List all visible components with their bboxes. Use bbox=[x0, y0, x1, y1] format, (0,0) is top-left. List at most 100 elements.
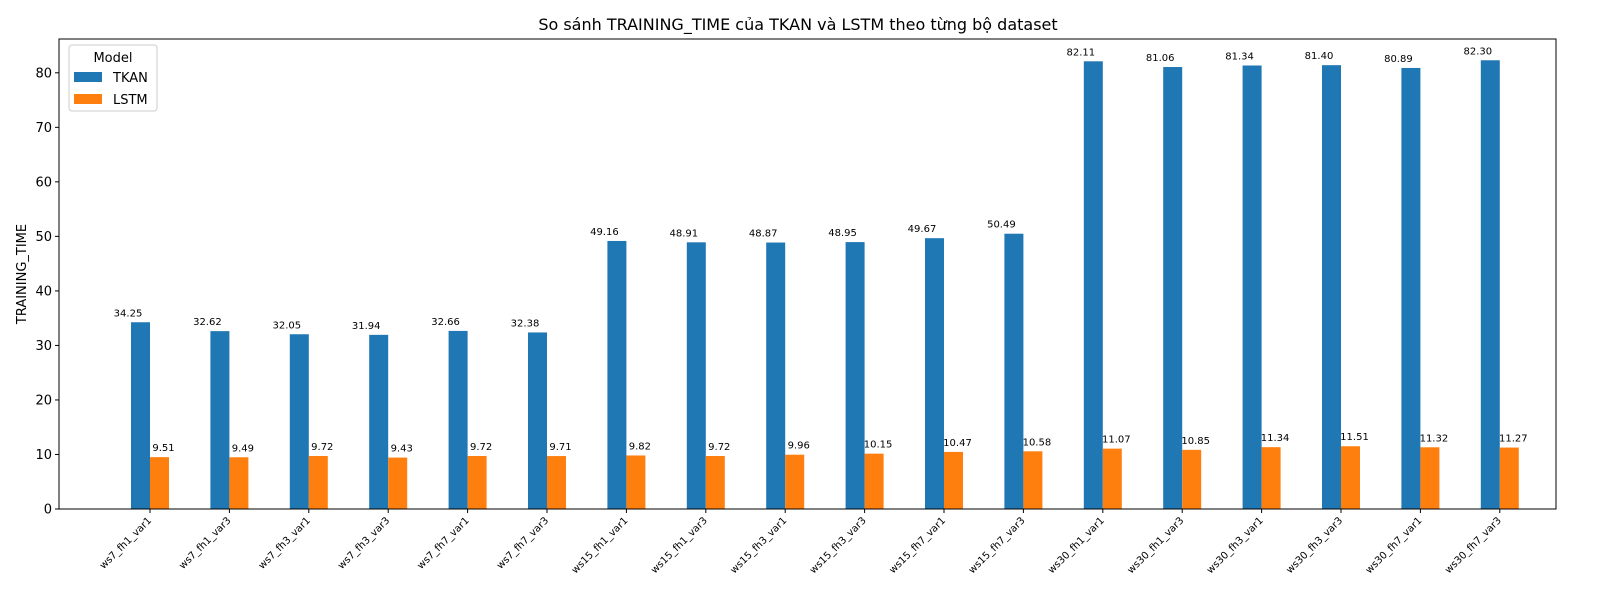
bar-lstm-ws15_fh7_var1 bbox=[944, 451, 963, 509]
data-label-tkan-ws15_fh7_var3: 50.49 bbox=[987, 220, 1016, 231]
data-label-tkan-ws15_fh3_var3: 48.95 bbox=[828, 228, 857, 239]
data-label-tkan-ws7_fh3_var3: 31.94 bbox=[352, 321, 381, 332]
bar-tkan-ws15_fh7_var1 bbox=[925, 238, 944, 509]
data-label-tkan-ws7_fh3_var1: 32.05 bbox=[272, 320, 301, 331]
data-label-lstm-ws15_fh3_var3: 10.15 bbox=[864, 440, 893, 451]
data-label-lstm-ws30_fh7_var3: 11.27 bbox=[1499, 434, 1528, 445]
data-label-tkan-ws30_fh7_var1: 80.89 bbox=[1384, 54, 1413, 65]
bar-tkan-ws7_fh1_var1 bbox=[131, 322, 150, 509]
x-tick-label-ws15_fh7_var3: ws15_fh7_var3 bbox=[967, 515, 1028, 576]
x-tick-label-ws7_fh3_var3: ws7_fh3_var3 bbox=[336, 515, 392, 571]
x-tick-label-ws30_fh7_var1: ws30_fh7_var1 bbox=[1364, 515, 1425, 576]
y-tick-label-10: 10 bbox=[35, 448, 52, 463]
bar-tkan-ws30_fh1_var3 bbox=[1163, 67, 1183, 509]
bar-tkan-ws30_fh3_var3 bbox=[1322, 65, 1341, 510]
x-tick-label-ws15_fh1_var1: ws15_fh1_var1 bbox=[570, 515, 631, 576]
data-label-tkan-ws7_fh7_var3: 32.38 bbox=[511, 318, 540, 329]
y-tick-label-0: 0 bbox=[44, 503, 52, 518]
bar-tkan-ws15_fh7_var3 bbox=[1004, 233, 1024, 509]
bar-lstm-ws30_fh3_var1 bbox=[1261, 447, 1281, 509]
y-axis-label: TRAINING_TIME bbox=[15, 224, 30, 325]
x-axis: ws7_fh1_var1 ws7_fh1_var3 ws7_fh3_var1 ws7_… bbox=[98, 509, 1504, 576]
x-tick-label-ws15_fh1_var3: ws15_fh1_var3 bbox=[649, 515, 710, 576]
data-label-tkan-ws30_fh1_var3: 81.06 bbox=[1146, 53, 1175, 64]
data-label-lstm-ws15_fh7_var3: 10.58 bbox=[1023, 437, 1052, 448]
bar-tkan-ws7_fh7_var1 bbox=[448, 330, 468, 509]
data-label-lstm-ws7_fh3_var1: 9.72 bbox=[311, 442, 333, 453]
bar-lstm-ws7_fh7_var1 bbox=[467, 456, 487, 509]
y-tick-label-70: 70 bbox=[35, 121, 52, 136]
x-tick-label-ws30_fh1_var1: ws30_fh1_var1 bbox=[1046, 515, 1107, 576]
chart-title: So sánh TRAINING_TIME của TKAN và LSTM t… bbox=[538, 15, 1057, 35]
bar-lstm-ws7_fh3_var1 bbox=[308, 456, 328, 509]
data-label-lstm-ws15_fh3_var1: 9.96 bbox=[788, 441, 810, 452]
x-tick-label-ws15_fh7_var1: ws15_fh7_var1 bbox=[887, 515, 948, 576]
bar-lstm-ws7_fh1_var1 bbox=[150, 457, 169, 509]
bar-lstm-ws15_fh3_var3 bbox=[864, 453, 884, 509]
y-tick-label-20: 20 bbox=[35, 393, 52, 408]
x-tick-label-ws15_fh3_var1: ws15_fh3_var1 bbox=[729, 515, 790, 576]
bar-tkan-ws15_fh3_var1 bbox=[766, 242, 786, 510]
x-tick-label-ws30_fh1_var3: ws30_fh1_var3 bbox=[1126, 515, 1187, 576]
bar-lstm-ws15_fh1_var3 bbox=[705, 456, 725, 509]
x-tick-label-ws7_fh7_var1: ws7_fh7_var1 bbox=[416, 515, 472, 571]
bar-tkan-ws15_fh3_var3 bbox=[845, 242, 865, 509]
data-label-tkan-ws30_fh7_var3: 82.30 bbox=[1463, 46, 1492, 57]
bar-tkan-ws30_fh7_var3 bbox=[1480, 60, 1500, 509]
data-label-lstm-ws30_fh3_var1: 11.34 bbox=[1261, 433, 1290, 444]
bar-lstm-ws30_fh3_var3 bbox=[1341, 446, 1360, 509]
data-label-tkan-ws7_fh1_var3: 32.62 bbox=[193, 317, 222, 328]
x-tick-label-ws7_fh1_var3: ws7_fh1_var3 bbox=[177, 515, 233, 571]
data-label-lstm-ws7_fh1_var3: 9.49 bbox=[232, 443, 254, 454]
x-tick-label-ws30_fh3_var3: ws30_fh3_var3 bbox=[1284, 515, 1345, 576]
bar-tkan-ws7_fh3_var1 bbox=[289, 334, 309, 509]
data-label-tkan-ws7_fh1_var1: 34.25 bbox=[114, 308, 143, 319]
x-tick-label-ws30_fh3_var1: ws30_fh3_var1 bbox=[1205, 515, 1266, 576]
y-axis: 0 10 20 30 40 50 60 70 80 bbox=[35, 66, 59, 518]
bar-tkan-ws30_fh1_var1 bbox=[1083, 61, 1103, 510]
bar-tkan-ws7_fh1_var3 bbox=[210, 331, 230, 509]
x-tick-label-ws15_fh3_var3: ws15_fh3_var3 bbox=[808, 515, 869, 576]
data-label-lstm-ws30_fh1_var1: 11.07 bbox=[1102, 435, 1131, 446]
bar-lstm-ws30_fh7_var1 bbox=[1420, 447, 1440, 509]
data-label-tkan-ws15_fh1_var3: 48.91 bbox=[669, 228, 698, 239]
bar-tkan-ws30_fh7_var1 bbox=[1401, 67, 1421, 509]
data-label-lstm-ws7_fh7_var1: 9.72 bbox=[470, 442, 492, 453]
data-label-tkan-ws15_fh3_var1: 48.87 bbox=[749, 229, 778, 240]
data-labels-layer: 34.25 9.51 32.62 9.49 32.05 9.72 31.94 9.43 32.6… bbox=[114, 46, 1528, 454]
y-tick-label-50: 50 bbox=[35, 230, 52, 245]
bar-tkan-ws7_fh3_var3 bbox=[369, 334, 389, 509]
data-label-lstm-ws7_fh3_var3: 9.43 bbox=[391, 444, 413, 455]
data-label-tkan-ws15_fh7_var1: 49.67 bbox=[908, 224, 937, 235]
data-label-lstm-ws7_fh7_var3: 9.71 bbox=[549, 442, 571, 453]
x-tick-label-ws7_fh1_var1: ws7_fh1_var1 bbox=[98, 515, 154, 571]
data-label-tkan-ws30_fh3_var3: 81.40 bbox=[1305, 51, 1334, 62]
bar-lstm-ws30_fh1_var3 bbox=[1182, 449, 1202, 509]
y-tick-label-60: 60 bbox=[35, 175, 52, 190]
legend-label-lstm: LSTM bbox=[113, 93, 148, 108]
data-label-lstm-ws30_fh1_var3: 10.85 bbox=[1181, 436, 1210, 447]
data-label-tkan-ws30_fh3_var1: 81.34 bbox=[1225, 52, 1254, 63]
bar-tkan-ws15_fh1_var3 bbox=[686, 242, 706, 509]
bar-lstm-ws7_fh7_var3 bbox=[547, 456, 566, 509]
data-label-lstm-ws7_fh1_var1: 9.51 bbox=[152, 443, 174, 454]
data-label-lstm-ws15_fh7_var1: 10.47 bbox=[943, 438, 972, 449]
data-label-tkan-ws15_fh1_var1: 49.16 bbox=[590, 227, 619, 238]
x-tick-label-ws7_fh3_var1: ws7_fh3_var1 bbox=[257, 515, 313, 571]
bar-lstm-ws15_fh3_var1 bbox=[785, 454, 805, 509]
bar-tkan-ws30_fh3_var1 bbox=[1242, 65, 1262, 509]
bar-tkan-ws15_fh1_var1 bbox=[607, 240, 627, 509]
x-tick-label-ws7_fh7_var3: ws7_fh7_var3 bbox=[495, 515, 551, 571]
x-tick-label-ws30_fh7_var3: ws30_fh7_var3 bbox=[1443, 515, 1504, 576]
bar-lstm-ws15_fh7_var3 bbox=[1023, 451, 1043, 509]
legend-swatch-tkan bbox=[74, 72, 102, 82]
bar-lstm-ws30_fh7_var3 bbox=[1499, 447, 1519, 509]
legend-label-tkan: TKAN bbox=[112, 71, 148, 86]
bar-lstm-ws30_fh1_var1 bbox=[1102, 448, 1122, 509]
bar-lstm-ws15_fh1_var1 bbox=[626, 455, 646, 509]
data-label-lstm-ws15_fh1_var3: 9.72 bbox=[708, 442, 730, 453]
data-label-lstm-ws30_fh3_var3: 11.51 bbox=[1340, 432, 1369, 443]
legend-swatch-lstm bbox=[74, 94, 102, 104]
